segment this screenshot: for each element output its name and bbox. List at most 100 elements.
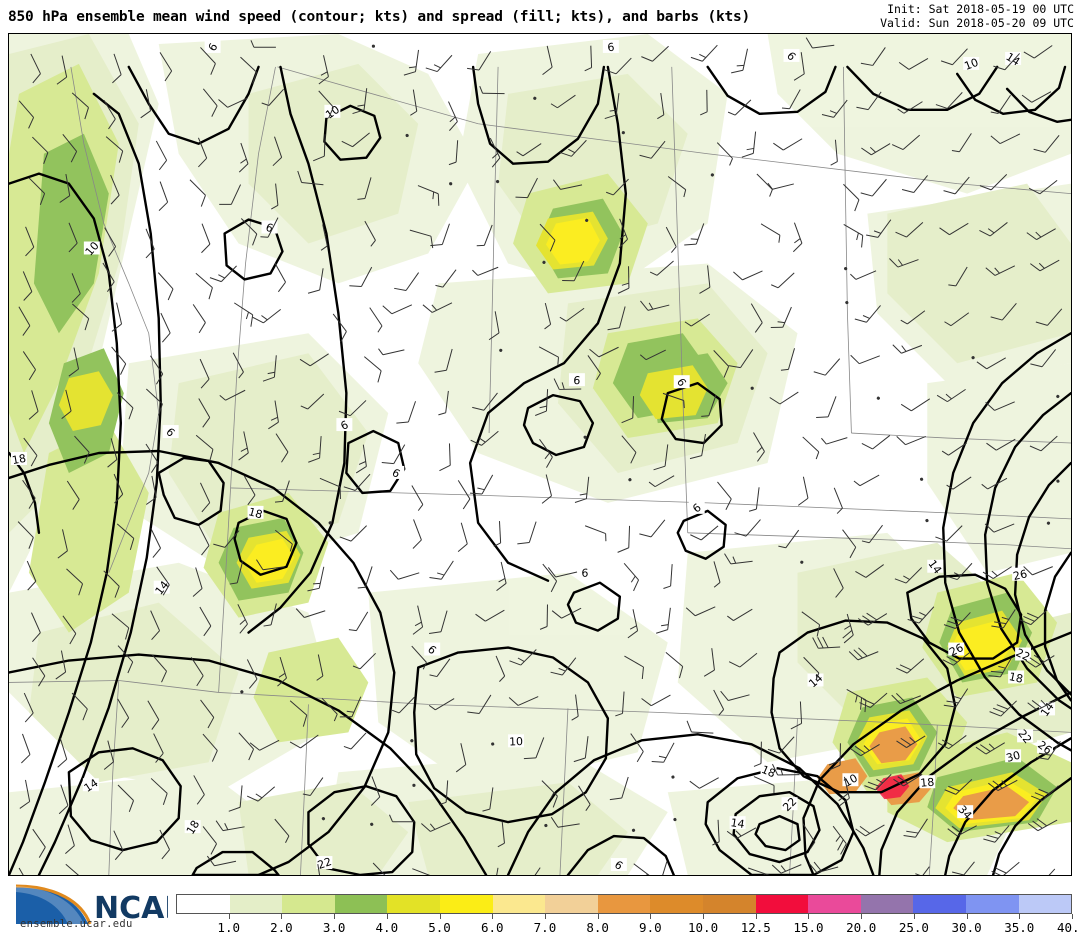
colorbar-tick-label-7: 8.0 <box>586 920 609 935</box>
contour-label: 18 <box>10 452 27 467</box>
contour-label: 6 <box>204 39 221 53</box>
colorbar-tick-label-2: 3.0 <box>322 920 346 935</box>
contour-label: 26 <box>947 641 965 659</box>
colorbar-tick-mark-13 <box>913 914 915 919</box>
colorbar[interactable]: 1.0 2.0 3.0 4.0 5.0 6.0 7.0 8.0 9.0 10.0 12.5 15.0 2… <box>176 894 1080 936</box>
colorbar-tick-label-12: 20.0 <box>846 920 877 935</box>
contour-label: 10 <box>323 103 342 122</box>
colorbar-segment-3 <box>334 895 388 913</box>
contour-label: 30 <box>1005 749 1022 765</box>
contour-label: 18 <box>919 775 936 790</box>
ncar-logo[interactable]: NCAR <box>8 880 168 934</box>
svg-text:6: 6 <box>581 567 588 580</box>
colorbar-segment-11 <box>755 895 809 913</box>
colorbar-tick-mark-2 <box>334 914 336 919</box>
contour-label: 10 <box>508 734 525 749</box>
colorbar-tick-mark-7 <box>597 914 599 919</box>
contour-label: 18 <box>184 818 202 837</box>
colorbar-tick-label-8: 9.0 <box>639 920 662 935</box>
colorbar-segment-2 <box>282 895 335 913</box>
svg-text:14: 14 <box>730 816 746 831</box>
colorbar-tick-label-6: 7.0 <box>533 920 557 935</box>
svg-text:30: 30 <box>1005 749 1022 765</box>
colorbar-tick-label-4: 5.0 <box>428 920 451 935</box>
contour-label: 14 <box>806 671 825 690</box>
contour-label: 22 <box>780 795 799 814</box>
colorbar-segment-1 <box>229 895 283 913</box>
colorbar-segment-9 <box>650 895 703 913</box>
svg-text:18: 18 <box>11 452 27 467</box>
colorbar-tick-mark-3 <box>386 914 388 919</box>
colorbar-tick-mark-16 <box>1072 914 1073 919</box>
colorbar-segment-0 <box>177 895 230 913</box>
colorbar-swatches[interactable] <box>176 894 1072 914</box>
contour-label: 22 <box>316 855 333 872</box>
colorbar-segment-8 <box>597 895 651 913</box>
chart-header: 850 hPa ensemble mean wind speed (contou… <box>0 0 1080 33</box>
colorbar-tick-mark-6 <box>544 914 546 919</box>
ncar-logo-text: NCAR <box>94 891 168 926</box>
colorbar-tick-label-0: 1.0 <box>217 920 240 935</box>
svg-text:6: 6 <box>264 221 275 236</box>
contour-label: 6 <box>261 220 278 236</box>
map-plot-area[interactable]: 6 6 6 10 14 10 6 10 6 6 18 6 6 6 6 18 14 6 14 26 6 26 22 14 18 14… <box>8 33 1072 876</box>
contour-label: 6 <box>336 418 353 433</box>
svg-text:18: 18 <box>759 763 777 780</box>
contour-label: 6 <box>576 565 593 580</box>
colorbar-tick-label-3: 4.0 <box>375 920 399 935</box>
chart-footer: NCAR ensemble.ucar.edu 1.0 2.0 3.0 4.0 5.0 6.… <box>0 878 1080 936</box>
contour-label: 14 <box>1038 700 1057 719</box>
ensemble-url-label: ensemble.ucar.edu <box>20 918 133 930</box>
colorbar-tick-label-9: 10.0 <box>687 920 719 935</box>
colorbar-tick-label-1: 2.0 <box>270 920 293 935</box>
colorbar-tick-mark-14 <box>966 914 968 919</box>
contour-label: 26 <box>1012 567 1029 583</box>
svg-text:18: 18 <box>247 505 264 521</box>
contour-label: 10 <box>83 239 102 258</box>
contour-label: 22 <box>1014 646 1032 664</box>
svg-text:6: 6 <box>339 418 351 433</box>
colorbar-segment-10 <box>702 895 756 913</box>
svg-text:18: 18 <box>184 818 202 837</box>
contour-label: 14 <box>1003 50 1022 68</box>
colorbar-tick-mark-9 <box>703 914 705 919</box>
colorbar-tick-mark-5 <box>492 914 494 919</box>
colorbar-tick-label-14: 30.0 <box>951 920 982 935</box>
contour-label: 6 <box>602 39 619 55</box>
svg-text:14: 14 <box>82 776 101 795</box>
colorbar-tick-label-11: 15.0 <box>793 920 824 935</box>
contour-label: 26 <box>1035 738 1054 757</box>
colorbar-tick-label-15: 35.0 <box>1004 920 1035 935</box>
svg-text:18: 18 <box>1008 670 1024 686</box>
contour-label: 10 <box>963 56 981 73</box>
page-title: 850 hPa ensemble mean wind speed (contou… <box>8 9 751 25</box>
svg-text:18: 18 <box>920 776 935 790</box>
colorbar-tick-mark-1 <box>281 914 283 919</box>
svg-text:10: 10 <box>963 56 981 73</box>
colorbar-segment-16 <box>1018 895 1072 913</box>
svg-text:22: 22 <box>1014 646 1032 664</box>
colorbar-ticks: 1.0 2.0 3.0 4.0 5.0 6.0 7.0 8.0 9.0 10.0 12.5 15.0 2… <box>176 914 1080 936</box>
svg-text:22: 22 <box>316 855 333 872</box>
contour-label: 6 <box>673 375 690 389</box>
colorbar-tick-mark-0 <box>228 914 230 919</box>
colorbar-tick-label-16: 40.0 <box>1056 920 1080 935</box>
svg-text:6: 6 <box>607 41 616 55</box>
colorbar-segment-7 <box>545 895 598 913</box>
contour-label: 18 <box>759 763 777 780</box>
contour-label: 14 <box>730 816 746 831</box>
valid-time: Valid: Sun 2018-05-20 09 UTC <box>880 16 1074 30</box>
contour-label: 6 <box>424 642 441 657</box>
init-time: Init: Sat 2018-05-19 00 UTC <box>887 2 1074 16</box>
colorbar-tick-mark-8 <box>650 914 652 919</box>
colorbar-tick-mark-12 <box>861 914 863 919</box>
colorbar-segment-4 <box>387 895 440 913</box>
contour-label: 18 <box>1008 670 1024 686</box>
contour-label: 6 <box>610 858 627 873</box>
colorbar-tick-mark-15 <box>1019 914 1021 919</box>
colorbar-segment-12 <box>808 895 861 913</box>
contour-label: 6 <box>568 373 585 387</box>
contour-label: 6 <box>783 48 800 63</box>
